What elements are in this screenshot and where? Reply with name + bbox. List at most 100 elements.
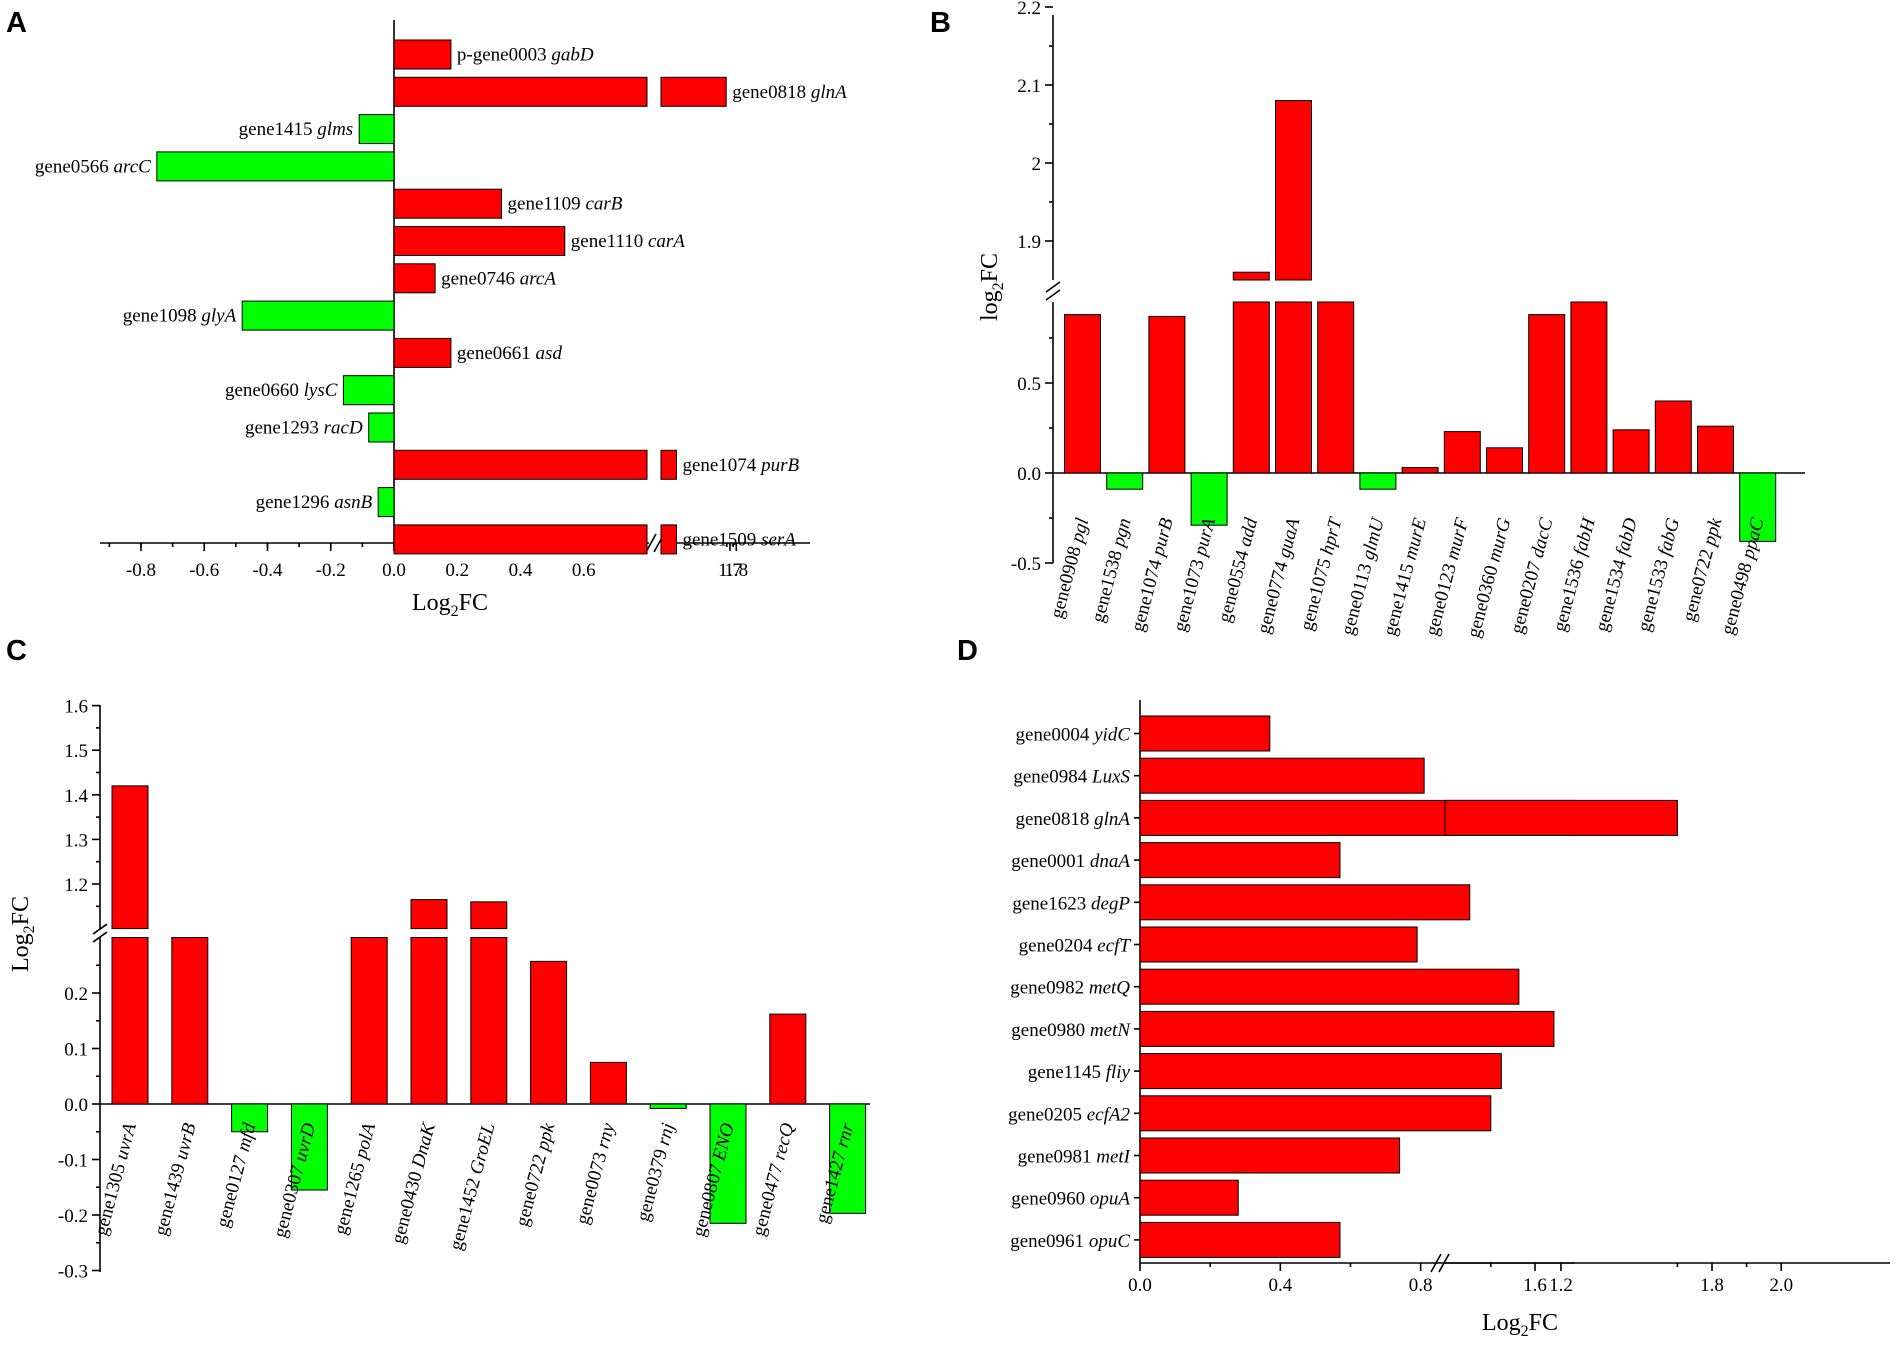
bar-label: gene0818 glnA [732, 82, 847, 103]
panel-d-chart: 0.0 0.4 0.8 1.21.6 1.8 2.0 Log2FC gene0004 yidC… [1008, 700, 1890, 1340]
bar-label: gene0961 opuC [1010, 1231, 1130, 1252]
panel-c-chart: -0.3 -0.2 -0.1 0.0 0.1 0.2 1.2 1.3 1.4 1.5 1.6 Log2… [8, 697, 870, 1283]
bar [1443, 431, 1481, 474]
x-tick-label: 1.8 [1700, 1275, 1724, 1296]
bar [1528, 314, 1566, 474]
bar-label: gene1073 purA [1169, 515, 1220, 633]
bar [709, 1103, 747, 1224]
bar-label: gene0746 arcA [441, 268, 556, 289]
axis-break-mark [92, 931, 108, 943]
bar-label: gene0980 metN [1011, 1020, 1131, 1041]
x-tick-label: 1.7 [718, 560, 742, 581]
bar [1612, 429, 1650, 474]
bar [1444, 799, 1678, 836]
bar [1139, 1137, 1401, 1174]
bar-label: gene0205 ecfA2 [1008, 1104, 1130, 1125]
y-tick-label: 0.1 [64, 1040, 88, 1061]
x-axis-title: Log2FC [1482, 1310, 1558, 1340]
bar [1401, 467, 1439, 474]
bar-label: gene0722 ppk [1679, 515, 1727, 623]
bar-label: gene0722 ppk [512, 1120, 560, 1228]
bar-label: gene0113 glmU [1337, 515, 1389, 638]
x-tick-label: 1.2 [1549, 1275, 1573, 1296]
bar [470, 901, 508, 930]
bar [1139, 842, 1341, 879]
bar-label: gene1536 fabH [1549, 515, 1600, 634]
axis-break-mark [1430, 1253, 1442, 1273]
bar [393, 263, 436, 294]
y-tick-label: 1.3 [64, 830, 88, 851]
bar [410, 899, 448, 930]
bar [393, 76, 648, 107]
bar-label: p-gene0003 gabD [457, 45, 594, 66]
x-tick-label: 0.6 [572, 560, 596, 581]
bar [1739, 472, 1777, 542]
x-tick-label: 0.0 [1128, 1275, 1152, 1296]
bar-label: gene1305 uvrA [91, 1120, 141, 1237]
bar [1139, 1179, 1239, 1216]
bar [368, 412, 395, 443]
x-tick-label: 1.8 [724, 560, 748, 581]
bar-label: gene1293 racD [245, 418, 363, 439]
bar [290, 1103, 328, 1191]
bar-label: gene1415 glms [239, 119, 354, 140]
axis-break-mark [92, 923, 108, 935]
y-tick-label: 0.5 [1017, 374, 1041, 395]
bar-label: gene1098 glyA [123, 306, 237, 327]
bar [1139, 1010, 1555, 1047]
bar [1106, 472, 1144, 490]
bar-label: gene0554 add [1214, 515, 1262, 624]
bar [1359, 472, 1397, 490]
bar [660, 76, 727, 107]
x-tick-label: 2.0 [1769, 1275, 1793, 1296]
y-tick-label: 1.6 [64, 697, 88, 718]
bar-label: gene1074 purB [1127, 515, 1178, 633]
bar [1275, 301, 1312, 474]
bar-label: gene0661 asd [457, 343, 563, 364]
bar [1190, 472, 1228, 526]
bar [231, 1103, 269, 1133]
bar-label: gene0207 dacC [1507, 516, 1558, 636]
x-axis-title: Log2FC [412, 590, 488, 620]
bar-label: gene0566 arcC [35, 156, 151, 177]
x-tick-label: 0.0 [382, 560, 406, 581]
bar-label: gene1415 murE [1379, 515, 1431, 638]
bar-label: gene1296 asnB [256, 492, 373, 513]
y-tick-label: 1.4 [64, 786, 88, 807]
bar [1064, 314, 1101, 474]
bar [111, 785, 149, 930]
bar [393, 337, 452, 368]
bar-label: gene0981 metI [1018, 1147, 1132, 1168]
bar [1139, 926, 1418, 963]
y-tick-label: 2.2 [1017, 0, 1041, 19]
bar [350, 937, 388, 1105]
bar-label: gene1265 polA [330, 1120, 380, 1236]
bar-label: gene1109 carB [508, 194, 623, 215]
bar [393, 449, 648, 480]
bar-label: gene1538 pgn [1088, 516, 1136, 625]
bar [393, 39, 452, 70]
bar [1232, 301, 1270, 474]
bar-label: gene1452 GroEL [446, 1121, 500, 1253]
x-tick-label: -0.4 [252, 560, 283, 581]
bar-label: gene1145 fliy [1028, 1062, 1131, 1083]
axis-break-mark [1045, 289, 1061, 301]
bar [530, 960, 568, 1105]
panel-letter-c: C [6, 635, 27, 667]
bar [660, 524, 677, 555]
bar [1139, 757, 1425, 794]
bar-label: gene1439 uvrB [150, 1120, 200, 1237]
bar [1232, 271, 1270, 281]
bar-label: gene0430 DnaK [387, 1120, 440, 1247]
axis-break-mark [1438, 1253, 1450, 1273]
bar [1570, 301, 1608, 474]
y-axis-title: log2FC [977, 253, 1007, 321]
bar [377, 487, 395, 518]
bar [1654, 400, 1692, 474]
bar [1139, 1053, 1502, 1090]
axis-break-mark [1045, 281, 1061, 293]
y-tick-label: -0.5 [1011, 554, 1041, 575]
y-tick-label: 1.2 [64, 875, 88, 896]
bar-label: gene1075 hprT [1296, 514, 1347, 632]
